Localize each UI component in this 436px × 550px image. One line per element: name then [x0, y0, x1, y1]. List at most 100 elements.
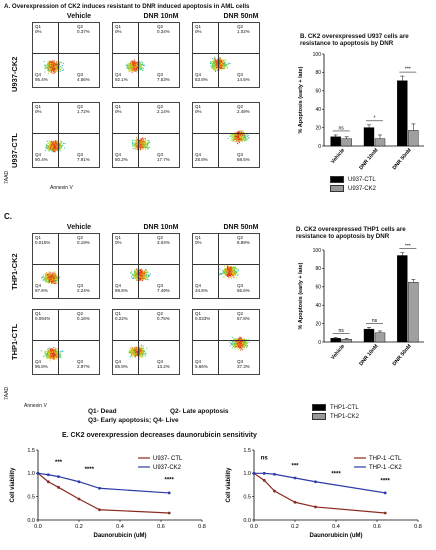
- quadrant-q3-label: Q3 14.5%: [237, 72, 250, 82]
- y-tick-label: 80: [315, 266, 321, 272]
- y-tick-label: 60: [315, 285, 321, 291]
- bar-U937-CK2: [408, 130, 419, 147]
- col-dnr50-c: DNR 50nM: [223, 224, 259, 231]
- gate-vertical-line: [138, 310, 140, 374]
- panelC-facs-plot-r1-c0: Q1 0.094% Q2 0.16% Q3 2.97% Q4 96.8%: [32, 309, 100, 375]
- data-point: [293, 500, 297, 504]
- significance-label: ****: [331, 472, 341, 478]
- legend-d-ck2-label: THP1-CK2: [330, 414, 360, 421]
- gate-horizontal-line: [113, 133, 179, 135]
- x-category-label: Vehicle: [330, 343, 346, 361]
- data-point: [314, 505, 317, 509]
- y-axis-label: Cell viability: [226, 467, 232, 503]
- legend-d-ctl: THP1-CTL: [312, 404, 359, 411]
- quadrant-q3-label: Q3 2.24%: [77, 283, 90, 293]
- data-point: [36, 471, 40, 475]
- panelC-facs-plot-r0-c2: Q1 0% Q2 8.89% Q3 56.6% Q4 34.5%: [192, 233, 260, 299]
- y-tick-label: 0.0: [243, 518, 251, 524]
- gate-horizontal-line: [193, 133, 259, 135]
- y-tick-label: 0.5: [243, 494, 251, 500]
- quadrant-key-early-live: Q3- Early apoptosis; Q4- Live: [88, 417, 179, 424]
- y-tick-label: 100: [313, 52, 322, 58]
- x-tick-label: 0.6: [157, 524, 165, 530]
- quadrant-q2-label: Q2 3.04%: [157, 235, 170, 245]
- quadrant-q4-label: Q4 95.4%: [35, 72, 48, 82]
- significance-label: ****: [381, 479, 391, 485]
- x-category-label: DNR 10nM: [358, 343, 379, 367]
- x-tick-label: 0.2: [291, 524, 299, 530]
- legend-d-ck2: THP1-CK2: [312, 413, 359, 420]
- x-category-label: DNR 50nM: [392, 147, 413, 171]
- quadrant-q1-label: Q1 0%: [195, 104, 202, 114]
- xlab-annexin-a: Annexin V: [50, 185, 73, 191]
- bar-THP1-CK2: [408, 282, 419, 343]
- quadrant-q4-label: Q4 96.8%: [35, 359, 48, 369]
- bar-U937-CTL: [363, 127, 375, 147]
- bar-U937-CTL: [330, 136, 341, 147]
- quadrant-q3-label: Q3 68.5%: [237, 152, 250, 162]
- legend-b-ck2-label: U937-CK2: [348, 186, 377, 193]
- y-tick-label: 0.5: [27, 494, 35, 500]
- gate-vertical-line: [58, 234, 60, 298]
- gate-vertical-line: [138, 23, 140, 87]
- quadrant-q1-label: Q1 0.094%: [35, 311, 51, 321]
- quadrant-q1-label: Q1 0%: [35, 104, 42, 114]
- col-dnr10-a: DNR 10nM: [143, 13, 179, 20]
- y-tick-label: 1.5: [243, 448, 251, 454]
- row-thp1-ctl: THP1-CTL: [10, 323, 19, 360]
- quadrant-q3-label: Q3 37.3%: [237, 359, 250, 369]
- quadrant-q2-label: Q2 0.37%: [77, 24, 90, 34]
- quadrant-q4-label: Q4 34.5%: [195, 283, 208, 293]
- quadrant-q2-label: Q2 0.34%: [157, 24, 170, 34]
- x-axis-label: Daunorubicin (uM): [310, 533, 363, 539]
- facs-dot-cloud: [218, 263, 239, 279]
- gate-horizontal-line: [113, 53, 179, 55]
- series-line-1: [37, 472, 170, 494]
- col-vehicle-a: Vehicle: [66, 13, 92, 20]
- data-point: [252, 471, 256, 475]
- quadrant-q1-label: Q1 0%: [195, 235, 202, 245]
- gate-vertical-line: [138, 234, 140, 298]
- data-point: [57, 475, 60, 478]
- quadrant-key-late: Q2- Late apoptosis: [170, 408, 229, 415]
- quadrant-q2-label: Q2 2.49%: [237, 104, 250, 114]
- data-point: [98, 486, 101, 490]
- data-point: [383, 511, 387, 515]
- panelA-facs-plot-r1-c0: Q1 0% Q2 1.72% Q3 7.91% Q4 90.4%: [32, 102, 100, 168]
- quadrant-q4-label: Q4 80.2%: [115, 152, 128, 162]
- quadrant-q4-label: Q4 85.9%: [115, 359, 128, 369]
- quadrant-q2-label: Q2 0.19%: [77, 235, 90, 245]
- gate-horizontal-line: [113, 340, 179, 342]
- row-thp1-ck2: THP1-CK2: [10, 253, 19, 290]
- y-tick-label: 1.0: [243, 471, 251, 477]
- significance-label: ns: [372, 318, 378, 324]
- y-tick-label: 40: [315, 107, 321, 113]
- data-point: [273, 472, 276, 476]
- y-tick-label: 0.0: [27, 518, 35, 524]
- bar-THP1-CTL: [363, 328, 375, 343]
- bar-THP1-CTL: [397, 255, 408, 343]
- quadrant-q4-label: Q4 97.6%: [35, 283, 48, 293]
- legend-b-ctl-label: U937-CTL: [348, 177, 376, 184]
- x-category-label: DNR 10nM: [358, 147, 379, 171]
- legend-b-ctl: U937-CTL: [330, 176, 376, 183]
- quadrant-q4-label: Q4 89.5%: [115, 283, 128, 293]
- significance-label: ns: [339, 125, 345, 131]
- ylab-7aad-a: 7AAD: [4, 170, 10, 184]
- data-point: [262, 478, 266, 482]
- panelC-facs-plot-r1-c2: Q1 0.033% Q2 57.8% Q3 37.3% Q4 5.66%: [192, 309, 260, 375]
- gate-horizontal-line: [33, 340, 99, 342]
- quadrant-q1-label: Q1 0.015%: [35, 235, 51, 245]
- legend-label: U937-CK2: [153, 465, 182, 471]
- quadrant-q3-label: Q3 4.56%: [77, 72, 90, 82]
- facs-dot-cloud: [41, 271, 61, 284]
- significance-label: ****: [85, 467, 95, 473]
- panelA-facs-plot-r0-c1: Q1 0% Q2 0.34% Q3 7.53% Q4 92.1%: [112, 22, 180, 88]
- data-point: [273, 489, 276, 493]
- legend-d-ctl-label: THP1-CTL: [330, 405, 359, 412]
- quadrant-q2-label: Q2 1.72%: [77, 104, 90, 114]
- data-point: [262, 471, 266, 475]
- data-point: [46, 480, 50, 484]
- y-tick-label: 80: [315, 70, 321, 76]
- bar-U937-CK2: [341, 138, 352, 147]
